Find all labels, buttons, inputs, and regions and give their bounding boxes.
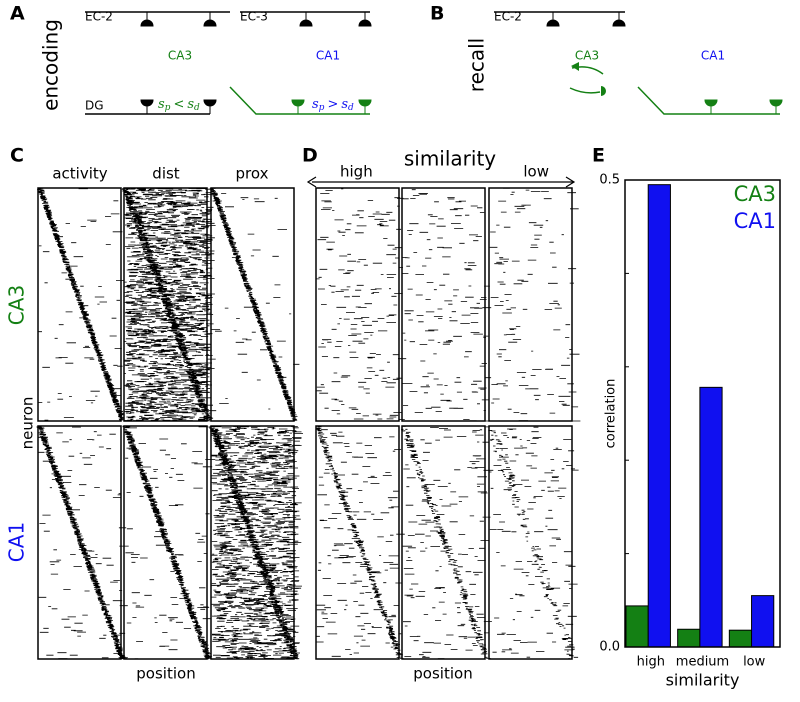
legend-entry: CA1 [734,209,776,233]
synapses [140,12,372,114]
axes-frame [624,179,781,648]
formula: sp < sd [158,97,200,113]
raster [121,187,217,422]
raster [401,425,494,659]
x-tick-label: medium [676,655,729,670]
panel-a: A encoding EC-2 EC-3 DG CA3 CA1 sp < sd sp… [10,3,372,115]
synapses [571,62,606,96]
panel-b: B recall EC-2 CA3 CA1 [430,3,783,115]
bar [751,595,775,648]
axis-label: neuron [19,397,37,450]
rasters [36,187,581,660]
condition: recall [465,38,489,92]
synapses [291,99,372,114]
recurrent [569,66,604,94]
label: CA3 [575,49,599,63]
label: CA1 [701,49,725,63]
panel-c: C activity dist prox CA3 CA1 neuron posi… [5,145,269,683]
legend-entry: CA3 [734,182,776,206]
raster-frame [37,425,122,660]
label: CA1 [316,49,340,63]
row-title: CA3 [5,285,29,325]
raster-frame [488,425,573,660]
bar [677,628,701,648]
condition: encoding [39,19,63,111]
synapses [704,99,783,114]
column-title: prox [236,165,269,183]
raster-frame [401,187,486,422]
raster-frame [123,425,208,660]
x-tick-label: low [743,655,766,670]
panel-label: D [302,145,318,167]
y-tick-label: 0.0 [599,640,620,655]
bar [699,386,723,648]
raster [208,425,303,660]
title: similarity [404,147,496,171]
raster [402,189,492,422]
axis-label: position [413,665,472,683]
raster [316,188,407,420]
formula: sp > sd [312,97,354,113]
label: high [340,163,373,181]
panel-label: E [592,145,605,167]
raster [37,187,125,421]
y-axis-label: correlation [604,379,619,449]
x-axis-label: similarity [666,671,740,690]
y-tick-label: 0.5 [599,173,620,188]
raster-frame [210,425,295,660]
raster [315,425,405,659]
axon [637,86,780,115]
raster-frame [401,425,486,660]
bar [728,629,753,648]
raster [122,425,216,660]
label: DG [85,99,104,113]
label: low [523,163,549,181]
arrow [306,176,576,188]
bar [625,605,649,648]
x-tick-label: high [637,655,665,670]
raster-frame [123,187,208,422]
axon [229,86,370,115]
row-title: CA1 [5,522,29,562]
raster-frame [210,187,295,422]
label: EC-2 [494,10,522,24]
column-title: activity [52,165,107,183]
raster-frame [315,187,400,422]
axis-label: position [136,665,195,683]
raster [36,425,129,660]
column-title: dist [152,165,180,183]
label: CA3 [168,49,192,63]
raster-frame [37,187,122,422]
raster-frame [488,187,573,422]
synapses [546,12,626,27]
label: EC-3 [240,10,268,24]
raster [489,187,581,422]
bar [647,184,671,648]
panel-label: B [430,3,444,25]
raster [209,187,300,421]
panel-label: C [10,145,24,167]
panel-d: D similarity high low position [302,145,576,683]
raster-frame [315,425,400,660]
panel-label: A [10,3,25,25]
label: EC-2 [85,10,113,24]
raster [485,426,579,660]
